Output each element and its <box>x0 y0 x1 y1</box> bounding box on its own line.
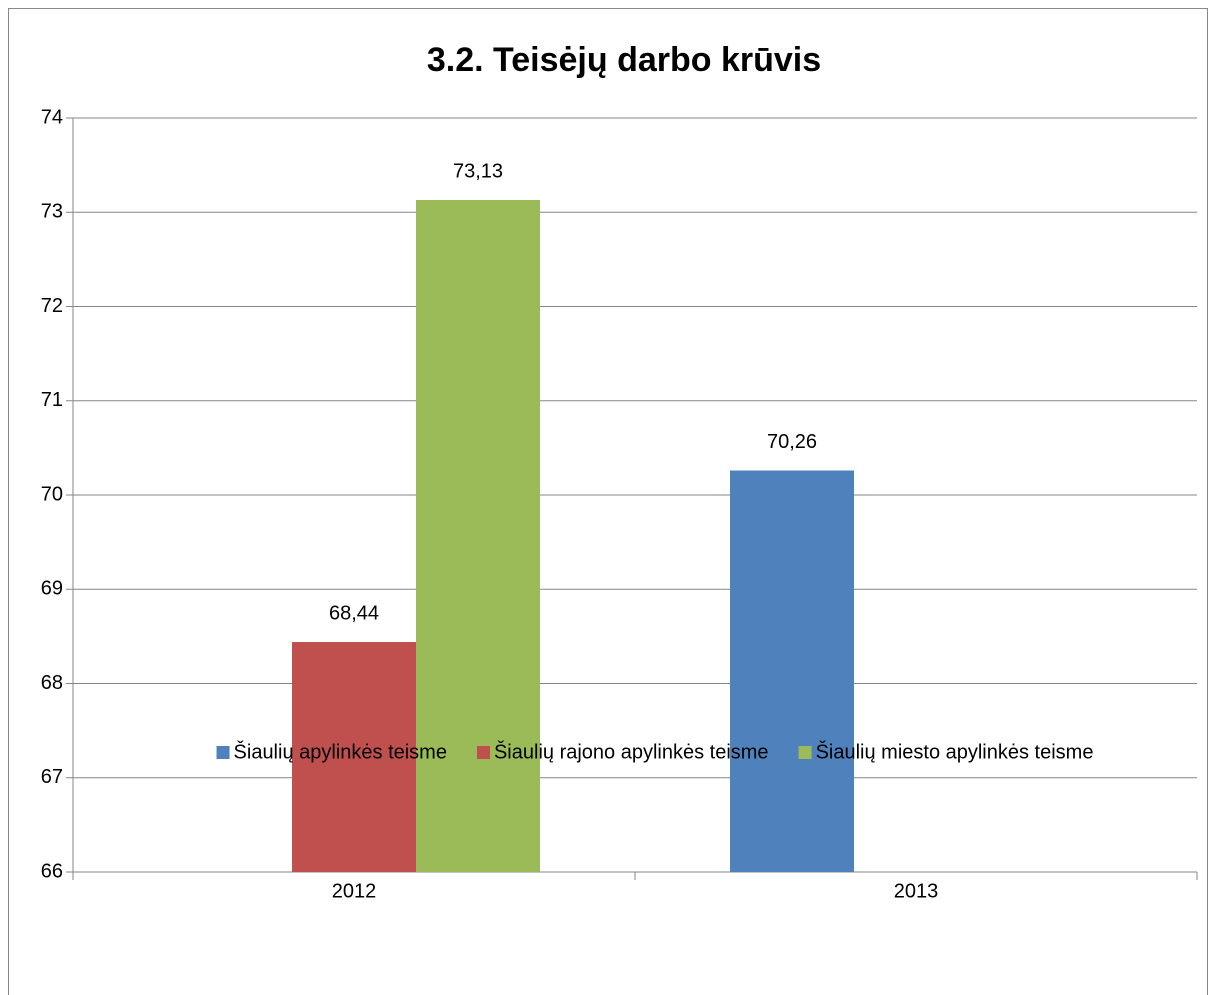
y-tick-label: 69 <box>41 578 63 600</box>
bar <box>416 199 540 872</box>
value-label: 68,44 <box>329 602 379 624</box>
y-tick-label: 73 <box>41 201 63 223</box>
bar <box>292 642 416 872</box>
chart-frame <box>8 8 1208 995</box>
legend-label: Šiaulių miesto apylinkės teisme <box>816 740 1094 763</box>
x-tick-label: 2013 <box>894 880 939 902</box>
value-label: 73,13 <box>453 160 503 182</box>
y-tick-label: 70 <box>41 483 63 505</box>
x-tick-label: 2012 <box>332 880 377 902</box>
y-tick-label: 72 <box>41 295 63 317</box>
legend-label: Šiaulių apylinkės teisme <box>234 740 447 763</box>
legend-swatch <box>798 746 812 759</box>
y-tick-label: 71 <box>41 389 63 411</box>
y-tick-label: 66 <box>41 860 63 882</box>
y-tick-label: 67 <box>41 766 63 788</box>
chart-title: 3.2. Teisėjų darbo krūvis <box>427 41 821 79</box>
bar <box>730 470 854 872</box>
legend-swatch <box>476 746 490 759</box>
y-tick-label: 74 <box>41 106 63 128</box>
y-tick-label: 68 <box>41 672 63 694</box>
value-label: 70,26 <box>767 431 817 453</box>
legend-swatch <box>216 746 230 759</box>
legend-label: Šiaulių rajono apylinkės teisme <box>494 740 769 763</box>
